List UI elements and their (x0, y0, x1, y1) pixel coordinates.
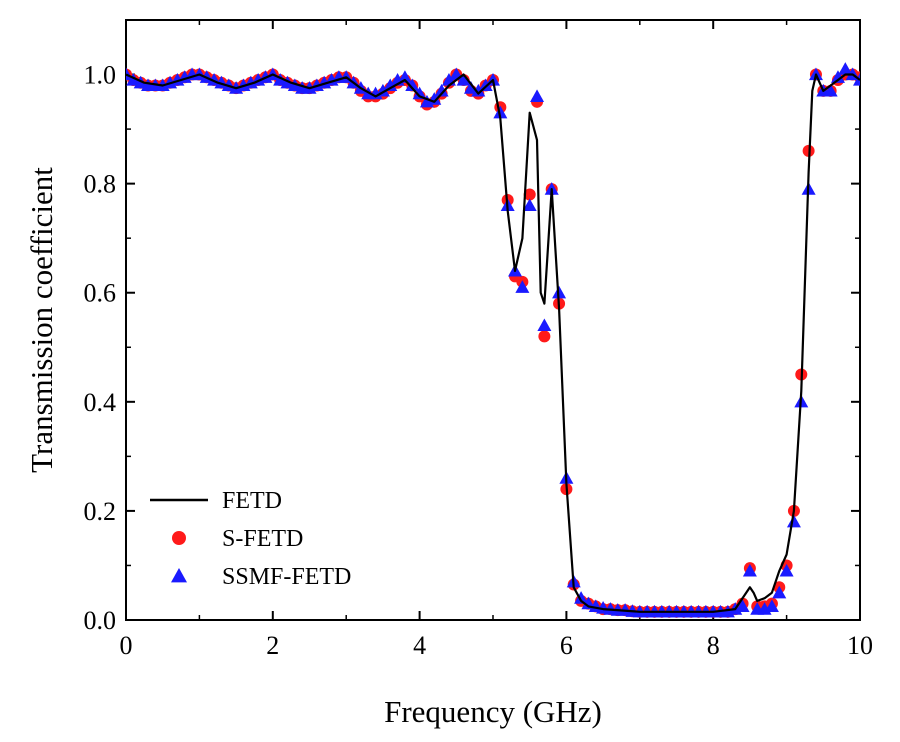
x-tick-label: 8 (707, 631, 720, 660)
legend-swatch-triangle (171, 568, 187, 583)
point-ssmf-fetd (478, 78, 493, 92)
point-ssmf-fetd (126, 73, 141, 86)
point-ssmf-fetd (471, 83, 486, 97)
point-ssmf-fetd (522, 198, 537, 212)
y-tick-label: 1.0 (84, 61, 117, 90)
point-ssmf-fetd (463, 81, 478, 94)
x-axis-title: Frequency (GHz) (384, 694, 602, 729)
plot-area (125, 19, 861, 621)
x-axis: 0 2 4 6 8 10 (120, 20, 873, 660)
point-ssmf-fetd (412, 86, 427, 100)
legend-label: SSMF-FETD (222, 564, 351, 590)
y-tick-label: 0.8 (84, 170, 117, 199)
x-tick-label: 4 (413, 631, 426, 660)
point-ssmf-fetd (530, 89, 545, 102)
y-axis: 0.0 0.2 0.4 0.6 0.8 1.0 (84, 19, 860, 635)
series-line-fetd (126, 73, 860, 613)
point-ssmf-fetd (273, 73, 288, 86)
point-ssmf-fetd (537, 318, 552, 332)
point-ssmf-fetd (515, 280, 530, 293)
point-ssmf-fetd (126, 67, 133, 81)
point-ssmf-fetd (735, 599, 750, 612)
x-tick-label: 10 (847, 631, 873, 660)
y-tick-label: 0.6 (84, 279, 117, 308)
point-ssmf-fetd (772, 585, 787, 599)
point-ssmf-fetd (779, 563, 794, 577)
x-tick-label: 6 (560, 631, 573, 660)
y-axis-title: Transmission coefficient (24, 167, 59, 473)
point-ssmf-fetd (830, 70, 845, 83)
point-ssmf-fetd (764, 599, 779, 612)
legend-label: S-FETD (222, 526, 303, 552)
legend-label: FETD (222, 488, 282, 514)
x-tick-label: 2 (266, 631, 279, 660)
point-ssmf-fetd (383, 78, 398, 92)
point-ssmf-fetd (434, 83, 449, 97)
y-tick-label: 0.2 (84, 497, 117, 526)
y-tick-label: 0.0 (84, 606, 117, 635)
point-s-fetd (523, 188, 536, 201)
point-ssmf-fetd (405, 78, 420, 92)
point-ssmf-fetd (838, 62, 853, 75)
point-ssmf-fetd (493, 105, 508, 119)
point-ssmf-fetd (823, 83, 838, 97)
point-ssmf-fetd (397, 70, 412, 83)
point-ssmf-fetd (574, 591, 589, 604)
series-layer (126, 62, 860, 618)
legend-swatch-circle (172, 531, 186, 545)
legend: FETD S-FETD SSMF-FETD (150, 488, 351, 590)
point-ssmf-fetd (786, 514, 801, 528)
x-tick-label: 0 (120, 631, 133, 660)
point-s-fetd (538, 330, 551, 343)
y-tick-label: 0.4 (84, 388, 117, 417)
point-ssmf-fetd (742, 563, 757, 577)
point-ssmf-fetd (456, 73, 471, 86)
point-ssmf-fetd (853, 73, 860, 86)
